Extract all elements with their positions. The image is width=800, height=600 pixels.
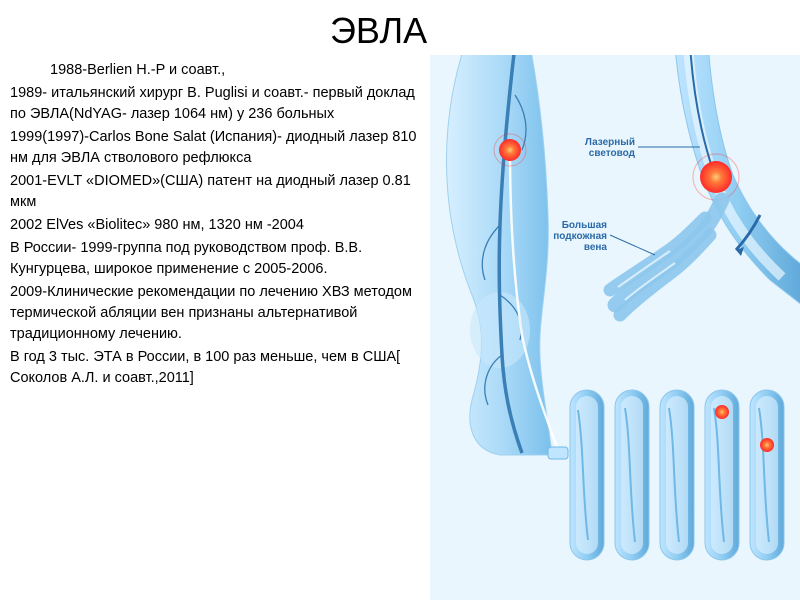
para: 2009-Клинические рекомендации по лечению…	[10, 282, 420, 345]
para: В России- 1999-группа под руководством п…	[10, 238, 420, 280]
leg-diagram	[447, 55, 569, 459]
para: 1989- итальянский хирург B. Puglisi и со…	[10, 83, 420, 125]
para: 2001-EVLT «DIOMED»(США) патент на диодны…	[10, 171, 420, 213]
label-great-saphenous: Большая подкожная вена	[545, 220, 607, 253]
history-text: 1988-Berlien H.-P и соавт., 1989- италья…	[10, 60, 420, 391]
illustration: Лазерный световод Большая подкожная вена	[430, 55, 800, 600]
para: 1999(1997)-Carlos Bone Salat (Испания)- …	[10, 127, 420, 169]
vein-sequence	[570, 390, 784, 560]
vein-closeup	[610, 55, 800, 315]
para: 1988-Berlien H.-P и соавт.,	[10, 60, 420, 81]
label-laser-fiber: Лазерный световод	[570, 137, 635, 159]
para: В год 3 тыс. ЭТА в России, в 100 раз мен…	[10, 347, 420, 389]
page-title: ЭВЛА	[330, 10, 427, 52]
para: 2002 ElVes «Biolitec» 980 нм, 1320 нм -2…	[10, 215, 420, 236]
